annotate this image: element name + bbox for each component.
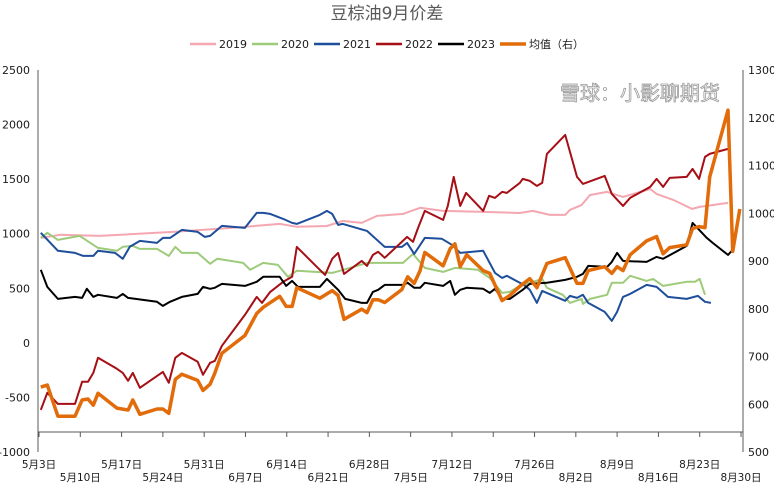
left-tick-label: 1000 [2,228,30,241]
x-tick-label: 5月24日 [142,472,183,483]
x-tick-label: 6月21日 [308,472,349,483]
right-tick-label: 500 [748,446,769,459]
right-tick-label: 1100 [748,160,774,173]
left-tick-label: 2500 [2,64,30,77]
x-tick-label: 6月14日 [266,459,307,471]
x-tick-label: 5月17日 [101,459,142,471]
legend-label: 2022 [405,38,433,51]
series-line-2023 [39,221,734,307]
x-tick-label: 6月7日 [228,472,262,483]
series-group [39,108,742,418]
watermark: 雪球：小影聊期货 [560,81,720,105]
x-tick-label: 8月23日 [679,459,720,471]
series-line-2019 [40,188,729,239]
legend-label: 2021 [343,38,371,51]
chart-title: 豆棕油9月价差 [331,4,444,24]
x-tick-label: 6月28日 [349,459,390,471]
left-tick-label: 2000 [2,119,30,132]
right-tick-label: 800 [748,303,769,316]
left-tick-label: -500 [5,391,30,404]
right-tick-label: 900 [748,255,769,268]
x-tick-label: 7月26日 [514,459,555,471]
left-tick-label: -1000 [0,446,30,459]
series-line-2020 [40,231,706,305]
x-tick-label: 8月2日 [559,472,593,483]
right-tick-label: 700 [748,351,769,364]
series-line-2021 [40,209,712,322]
x-tick-label: 5月3日 [22,459,56,471]
axes: 2500 2000 1500 1000 500 0 -500 -1000 1300 1200 110… [0,64,774,484]
x-tick-label: 5月31日 [184,459,225,471]
legend-label: 2023 [467,38,495,51]
left-tick-label: 1500 [2,173,30,186]
legend-label: 2020 [281,38,309,51]
left-tick-label: 0 [23,337,30,350]
x-tick-label: 7月19日 [473,472,514,483]
legend-label: 均值（右） [529,37,584,51]
x-tick-label: 5月10日 [60,472,101,483]
x-tick-label: 8月16日 [638,472,679,483]
x-tick-label: 7月5日 [393,472,427,483]
x-tick-label: 8月9日 [600,459,634,471]
right-tick-label: 1000 [748,207,774,220]
x-tick-label: 7月12日 [431,459,472,471]
series-line-2022 [39,133,729,411]
x-tick-label: 8月30日 [720,472,761,483]
right-tick-label: 1300 [748,64,774,77]
right-tick-label: 1200 [748,112,774,125]
legend: 2019 2020 2021 2022 2023 均值（右） [190,37,584,51]
series-line-average [40,108,742,418]
left-tick-label: 500 [9,282,30,295]
legend-label: 2019 [219,38,247,51]
right-tick-label: 600 [748,398,769,411]
